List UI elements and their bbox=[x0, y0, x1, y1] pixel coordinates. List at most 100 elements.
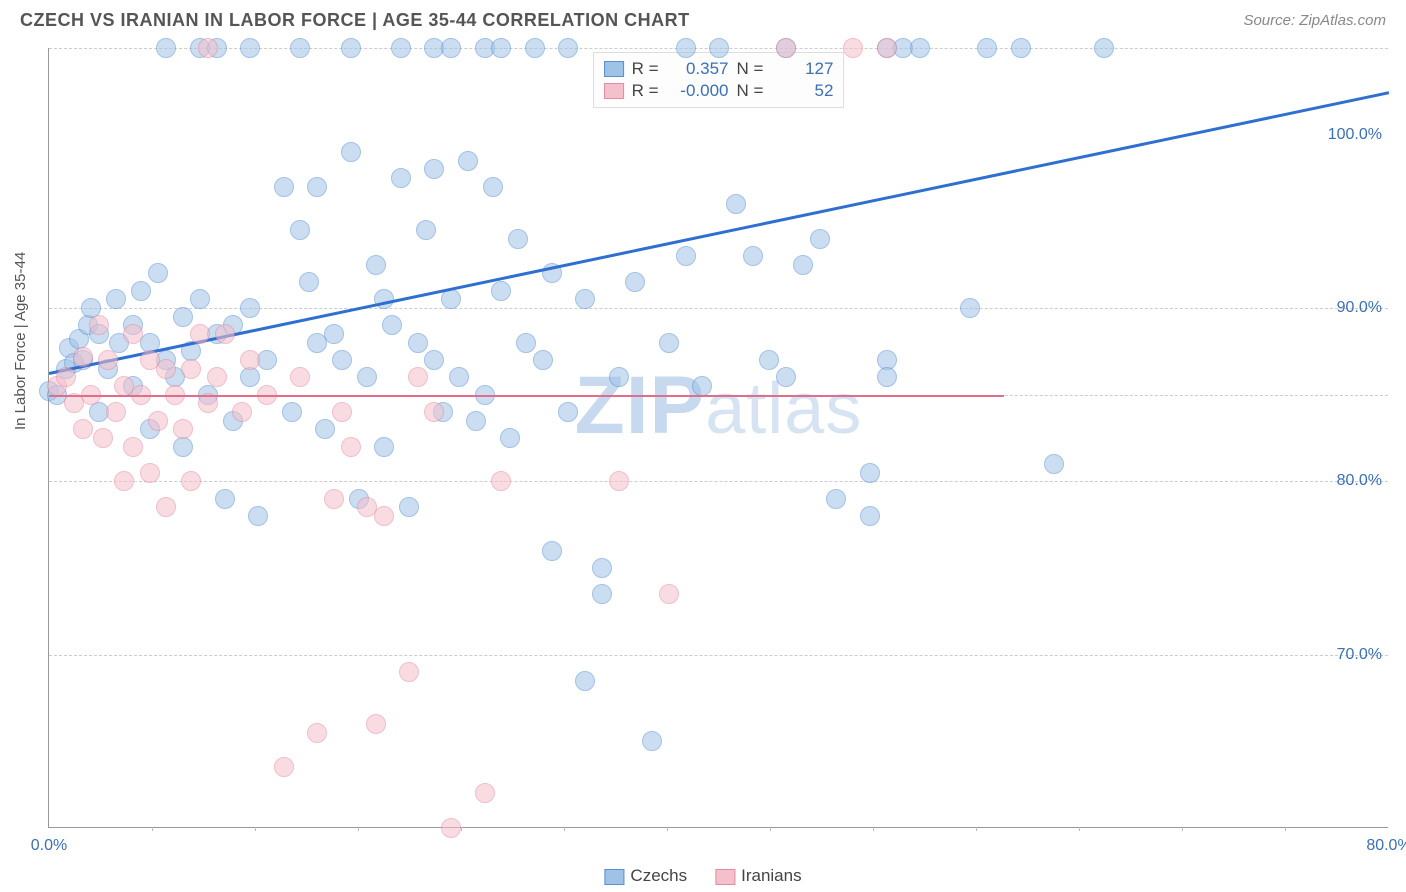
data-point bbox=[743, 246, 763, 266]
data-point bbox=[575, 289, 595, 309]
data-point bbox=[424, 159, 444, 179]
data-point bbox=[341, 437, 361, 457]
x-tick-minor bbox=[873, 827, 874, 831]
data-point bbox=[114, 471, 134, 491]
data-point bbox=[215, 324, 235, 344]
data-point bbox=[190, 324, 210, 344]
data-point bbox=[156, 38, 176, 58]
x-tick-label: 0.0% bbox=[31, 837, 67, 855]
data-point bbox=[240, 350, 260, 370]
data-point bbox=[491, 281, 511, 301]
x-tick-label: 80.0% bbox=[1366, 837, 1406, 855]
data-point bbox=[332, 402, 352, 422]
data-point bbox=[793, 255, 813, 275]
x-tick-minor bbox=[358, 827, 359, 831]
data-point bbox=[131, 281, 151, 301]
data-point bbox=[232, 402, 252, 422]
legend-swatch bbox=[604, 869, 624, 885]
data-point bbox=[575, 671, 595, 691]
y-axis-label: In Labor Force | Age 35-44 bbox=[12, 252, 29, 430]
legend-item: Czechs bbox=[604, 866, 687, 886]
legend-row: R =0.357N =127 bbox=[604, 59, 834, 79]
x-tick-minor bbox=[1285, 827, 1286, 831]
data-point bbox=[73, 419, 93, 439]
data-point bbox=[692, 376, 712, 396]
legend-label: Iranians bbox=[741, 866, 801, 885]
legend-label: Czechs bbox=[630, 866, 687, 885]
data-point bbox=[642, 731, 662, 751]
data-point bbox=[759, 350, 779, 370]
data-point bbox=[609, 367, 629, 387]
data-point bbox=[290, 220, 310, 240]
data-point bbox=[106, 289, 126, 309]
y-tick-label: 90.0% bbox=[1337, 299, 1382, 317]
data-point bbox=[341, 38, 361, 58]
data-point bbox=[877, 367, 897, 387]
data-point bbox=[424, 402, 444, 422]
y-tick-label: 80.0% bbox=[1337, 472, 1382, 490]
data-point bbox=[408, 367, 428, 387]
data-point bbox=[458, 151, 478, 171]
chart-source: Source: ZipAtlas.com bbox=[1243, 12, 1386, 29]
data-point bbox=[399, 662, 419, 682]
data-point bbox=[525, 38, 545, 58]
data-point bbox=[173, 437, 193, 457]
x-tick-minor bbox=[564, 827, 565, 831]
data-point bbox=[960, 298, 980, 318]
x-tick-minor bbox=[1182, 827, 1183, 831]
data-point bbox=[776, 38, 796, 58]
data-point bbox=[274, 177, 294, 197]
data-point bbox=[93, 428, 113, 448]
x-tick-minor bbox=[770, 827, 771, 831]
data-point bbox=[441, 289, 461, 309]
x-tick-minor bbox=[667, 827, 668, 831]
legend-row: R =-0.000N =52 bbox=[604, 81, 834, 101]
data-point bbox=[516, 333, 536, 353]
gridline bbox=[49, 655, 1388, 656]
data-point bbox=[248, 506, 268, 526]
data-point bbox=[207, 367, 227, 387]
trend-line bbox=[49, 395, 1004, 397]
data-point bbox=[148, 411, 168, 431]
data-point bbox=[826, 489, 846, 509]
x-tick-minor bbox=[152, 827, 153, 831]
legend-item: Iranians bbox=[715, 866, 801, 886]
data-point bbox=[332, 350, 352, 370]
data-point bbox=[56, 367, 76, 387]
data-point bbox=[1094, 38, 1114, 58]
legend-swatch bbox=[604, 83, 624, 99]
data-point bbox=[106, 402, 126, 422]
data-point bbox=[441, 818, 461, 838]
data-point bbox=[483, 177, 503, 197]
data-point bbox=[416, 220, 436, 240]
data-point bbox=[1011, 38, 1031, 58]
x-tick-minor bbox=[461, 827, 462, 831]
data-point bbox=[625, 272, 645, 292]
y-tick-label: 100.0% bbox=[1328, 126, 1382, 144]
data-point bbox=[491, 38, 511, 58]
data-point bbox=[366, 255, 386, 275]
data-point bbox=[466, 411, 486, 431]
data-point bbox=[282, 402, 302, 422]
data-point bbox=[449, 367, 469, 387]
data-point bbox=[148, 263, 168, 283]
data-point bbox=[977, 38, 997, 58]
data-point bbox=[391, 168, 411, 188]
data-point bbox=[1044, 454, 1064, 474]
data-point bbox=[366, 714, 386, 734]
data-point bbox=[123, 324, 143, 344]
data-point bbox=[215, 489, 235, 509]
x-tick-minor bbox=[1079, 827, 1080, 831]
data-point bbox=[609, 471, 629, 491]
data-point bbox=[374, 437, 394, 457]
data-point bbox=[860, 463, 880, 483]
data-point bbox=[659, 584, 679, 604]
data-point bbox=[391, 38, 411, 58]
data-point bbox=[910, 38, 930, 58]
y-tick-label: 70.0% bbox=[1337, 646, 1382, 664]
data-point bbox=[341, 142, 361, 162]
data-point bbox=[500, 428, 520, 448]
data-point bbox=[274, 757, 294, 777]
data-point bbox=[408, 333, 428, 353]
data-point bbox=[877, 38, 897, 58]
